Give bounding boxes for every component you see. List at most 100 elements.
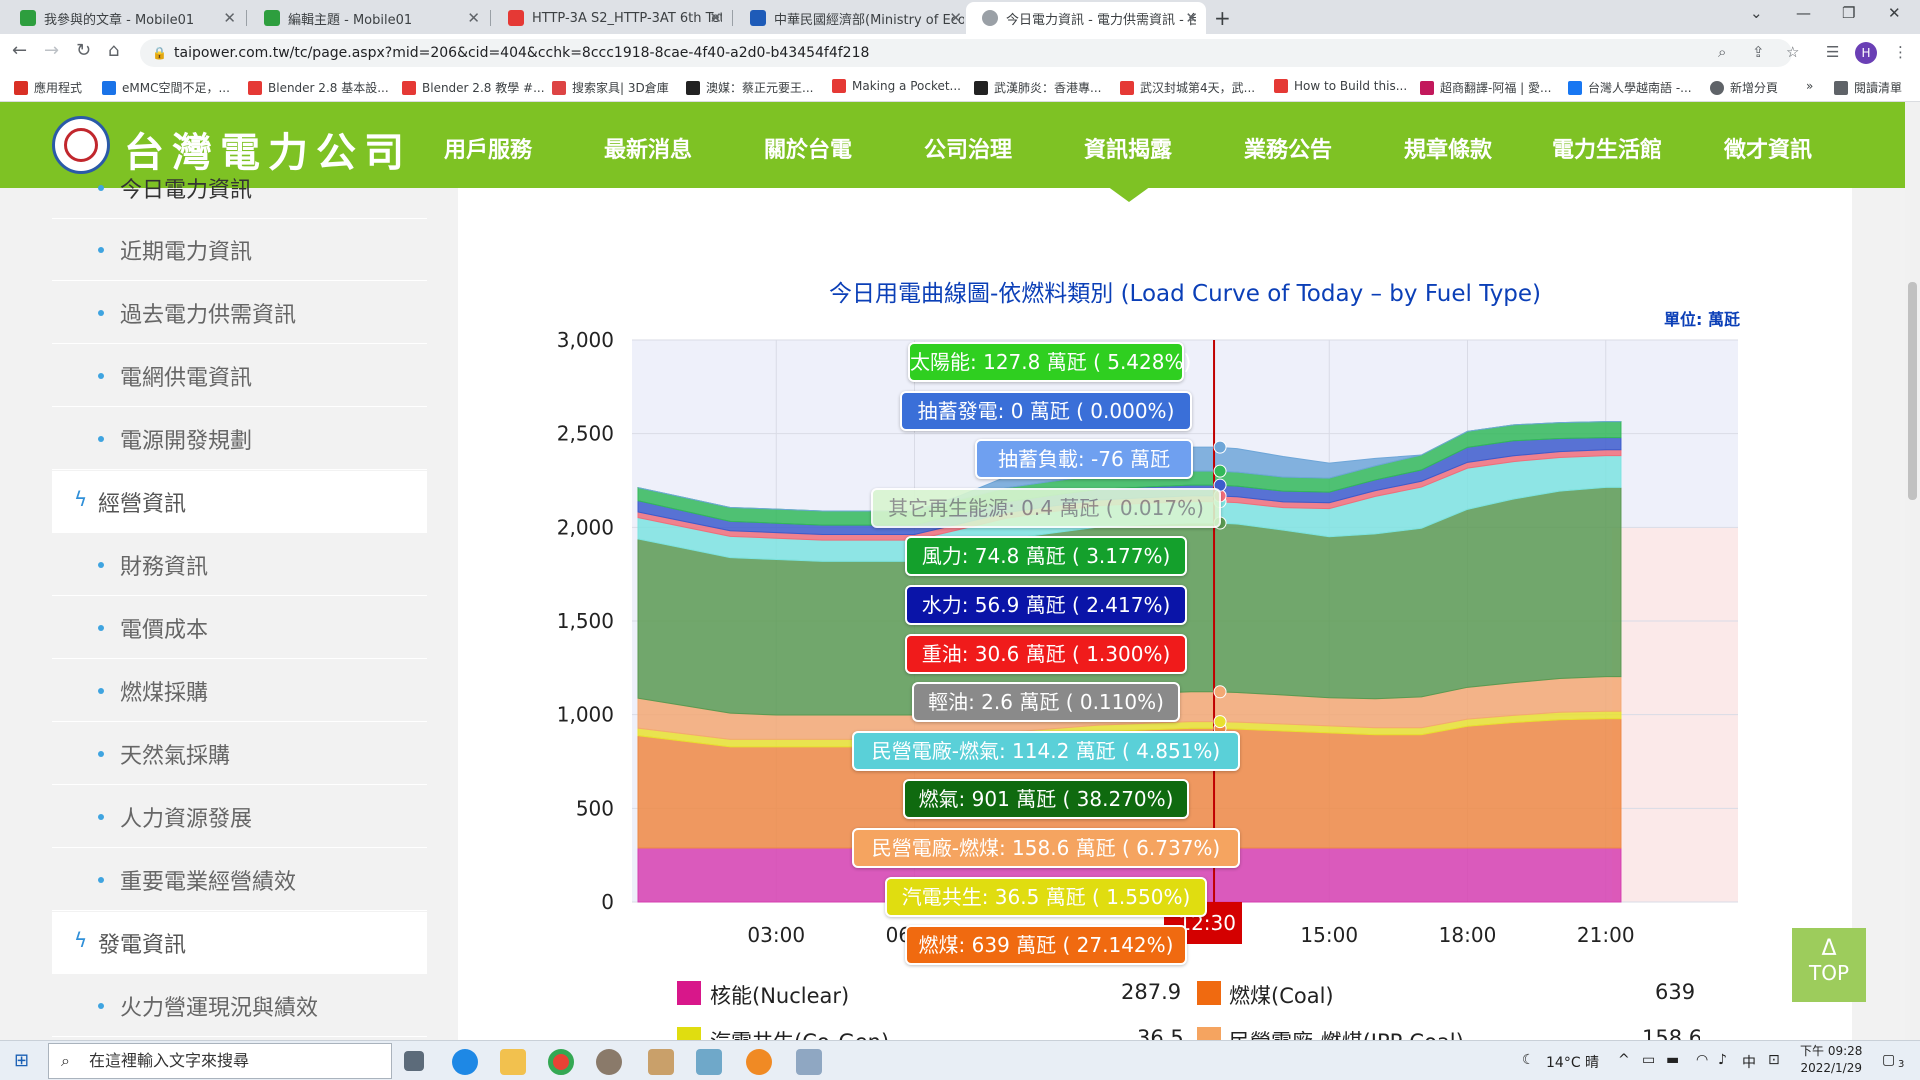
sidebar-item-coal-purchase[interactable]: 燃煤採購 <box>52 660 427 722</box>
legend-label-cogen[interactable]: 汽電共生(Co-Gen) <box>710 1026 889 1040</box>
address-bar[interactable]: 🔒 taipower.com.tw/tc/page.aspx?mid=206&c… <box>140 39 1792 67</box>
bookmark-item[interactable]: Making a Pocket... <box>832 79 961 93</box>
close-tab-icon[interactable]: ✕ <box>709 9 722 27</box>
tray-chevron-icon[interactable]: ^ <box>1618 1052 1630 1068</box>
wifi-icon[interactable]: ◠ <box>1696 1052 1709 1068</box>
system-clock[interactable]: 下午 09:28 2022/1/29 <box>1800 1043 1862 1077</box>
bookmark-item[interactable]: 澳媒：蔡正元要王... <box>686 79 813 96</box>
reading-list-icon[interactable]: ☰ <box>1826 43 1840 61</box>
tab-moea[interactable]: 中華民國經濟部(Ministry of Eco ✕ <box>734 2 970 34</box>
bookmark-item[interactable]: Blender 2.8 基本設... <box>248 79 389 96</box>
tab-mobile01-articles[interactable]: 我參與的文章 - Mobile01 ✕ <box>4 2 244 34</box>
volume-icon[interactable]: ♪ <box>1718 1052 1727 1068</box>
bookmark-item[interactable]: 武漢肺炎：香港專... <box>974 79 1101 96</box>
bookmark-favicon-icon <box>102 80 116 95</box>
bookmark-item[interactable]: 搜索家具| 3D倉庫 <box>552 79 669 96</box>
nav-governance[interactable]: 公司治理 <box>924 138 1013 163</box>
back-to-top-label: TOP <box>1808 961 1850 985</box>
share-icon[interactable]: ⇪ <box>1752 43 1765 61</box>
bookmark-item[interactable]: 武汉封城第4天，武... <box>1120 79 1255 96</box>
tab-taipower-active[interactable]: 今日電力資訊 - 電力供需資訊 - 台 ✕ <box>966 2 1206 34</box>
sidebar-section-business-info[interactable]: ϟ 經營資訊 <box>52 471 427 533</box>
taipower-favicon-icon <box>982 10 998 26</box>
back-arrow-icon[interactable]: ← <box>12 40 28 61</box>
new-tab-button[interactable]: + <box>1214 6 1231 30</box>
scrollbar-thumb[interactable] <box>1908 282 1917 500</box>
chrome-icon[interactable] <box>548 1049 574 1075</box>
bookmark-star-icon[interactable]: ☆ <box>1786 43 1800 61</box>
windows-start-icon[interactable]: ⊞ <box>14 1050 30 1071</box>
restore-window-button[interactable]: ❐ <box>1842 4 1856 22</box>
keyboard-icon[interactable]: ⊡ <box>1768 1052 1780 1068</box>
page-scrollbar[interactable] <box>1905 102 1920 1040</box>
app-icon[interactable] <box>696 1049 722 1075</box>
sidebar-item-thermal-ops[interactable]: 火力營運現況與績效 <box>52 975 427 1037</box>
legend-label-coal[interactable]: 燃煤(Coal) <box>1229 984 1334 1008</box>
sidebar-item-lng-purchase[interactable]: 天然氣採購 <box>52 723 427 785</box>
sidebar-item-price-cost[interactable]: 電價成本 <box>52 597 427 659</box>
close-tab-icon[interactable]: ✕ <box>949 9 962 27</box>
task-view-icon[interactable] <box>404 1051 424 1071</box>
bookmark-item[interactable]: 新增分頁 <box>1710 79 1778 96</box>
bookmarks-overflow-icon[interactable]: » <box>1806 79 1814 93</box>
bookmark-item[interactable]: 台灣人學越南語 -... <box>1568 79 1692 96</box>
taipower-logo-icon[interactable] <box>52 116 110 174</box>
battery-icon[interactable]: ▬ <box>1666 1052 1680 1068</box>
app-icon[interactable] <box>596 1049 622 1075</box>
sidebar-item-today-power[interactable]: 今日電力資訊 <box>52 157 427 219</box>
sidebar-item-grid-supply[interactable]: 電網供電資訊 <box>52 345 427 407</box>
sidebar-item-performance[interactable]: 重要電業經營績效 <box>52 849 427 911</box>
tab-search-chevron-icon[interactable]: ⌄ <box>1750 4 1763 22</box>
bookmark-item[interactable]: 超商翻譯-阿福 | 愛... <box>1420 79 1551 96</box>
network-icon[interactable]: ▭ <box>1642 1052 1656 1068</box>
profile-avatar[interactable]: H <box>1855 42 1877 64</box>
notification-icon[interactable]: ▢ <box>1882 1052 1896 1068</box>
sidebar-item-finance[interactable]: 財務資訊 <box>52 534 427 596</box>
reload-icon[interactable]: ↻ <box>76 40 92 61</box>
close-tab-icon[interactable]: ✕ <box>223 9 236 27</box>
legend-label-ipp-coal[interactable]: 民營電廠-燃煤(IPP-Coal) <box>1229 1026 1464 1040</box>
bookmark-apps[interactable]: 應用程式 <box>14 79 82 96</box>
close-window-button[interactable]: ✕ <box>1888 4 1901 22</box>
bookmark-item[interactable]: eMMC空間不足，... <box>102 79 230 96</box>
legend-value-nuclear: 287.9 <box>1121 980 1182 1004</box>
sidebar-item-power-planning[interactable]: 電源開發規劃 <box>52 408 427 470</box>
nav-about[interactable]: 關於台電 <box>764 138 853 163</box>
nav-disclosure[interactable]: 資訊揭露 <box>1084 138 1173 163</box>
close-tab-icon[interactable]: ✕ <box>467 9 480 27</box>
zoom-icon[interactable]: ⌕ <box>1718 43 1727 61</box>
nav-news[interactable]: 最新消息 <box>604 138 693 163</box>
tab-mobile01-edit[interactable]: 編輯主題 - Mobile01 ✕ <box>248 2 488 34</box>
nav-announcements[interactable]: 業務公告 <box>1244 138 1333 163</box>
weather-moon-icon[interactable]: ☾ <box>1522 1052 1535 1068</box>
forward-arrow-icon[interactable]: → <box>44 40 60 61</box>
browser-menu-icon[interactable]: ⋮ <box>1893 43 1908 61</box>
taskbar-search-input[interactable]: ⌕ 在這裡輸入文字來搜尋 <box>48 1043 392 1079</box>
bookmark-item[interactable]: How to Build this... <box>1274 79 1407 93</box>
back-to-top-button[interactable]: Δ TOP <box>1792 928 1866 1002</box>
legend-label-nuclear[interactable]: 核能(Nuclear) <box>710 984 850 1008</box>
sidebar-item-past-supply[interactable]: 過去電力供需資訊 <box>52 282 427 344</box>
app-icon[interactable] <box>648 1049 674 1075</box>
sidebar-section-generation-info[interactable]: ϟ 發電資訊 <box>52 912 427 974</box>
file-explorer-icon[interactable] <box>500 1049 526 1075</box>
ime-indicator[interactable]: 中 <box>1742 1055 1756 1071</box>
reading-list-button[interactable]: 閱讀清單 <box>1834 79 1902 96</box>
nav-power-life[interactable]: 電力生活館 <box>1552 138 1663 163</box>
nav-careers[interactable]: 徵才資訊 <box>1724 138 1813 163</box>
home-icon[interactable]: ⌂ <box>108 40 120 61</box>
close-tab-icon[interactable]: ✕ <box>1185 9 1198 27</box>
site-logo-text[interactable]: 台灣電力公司 <box>124 129 412 176</box>
sidebar-item-hr[interactable]: 人力資源發展 <box>52 786 427 848</box>
bookmark-item[interactable]: Blender 2.8 教學 #... <box>402 79 545 96</box>
sidebar-item-recent-power[interactable]: 近期電力資訊 <box>52 219 427 281</box>
minimize-window-button[interactable]: — <box>1796 4 1811 22</box>
nav-regulations[interactable]: 規章條款 <box>1404 138 1493 163</box>
tab-youtube-http[interactable]: HTTP-3A S2_HTTP-3AT 6th Teti ✕ <box>492 2 730 34</box>
weather-text[interactable]: 14°C 晴 <box>1546 1055 1600 1071</box>
nav-customer-service[interactable]: 用戶服務 <box>444 138 533 163</box>
edge-icon[interactable] <box>452 1049 478 1075</box>
blender-icon[interactable] <box>746 1049 772 1075</box>
app-icon[interactable] <box>796 1049 822 1075</box>
